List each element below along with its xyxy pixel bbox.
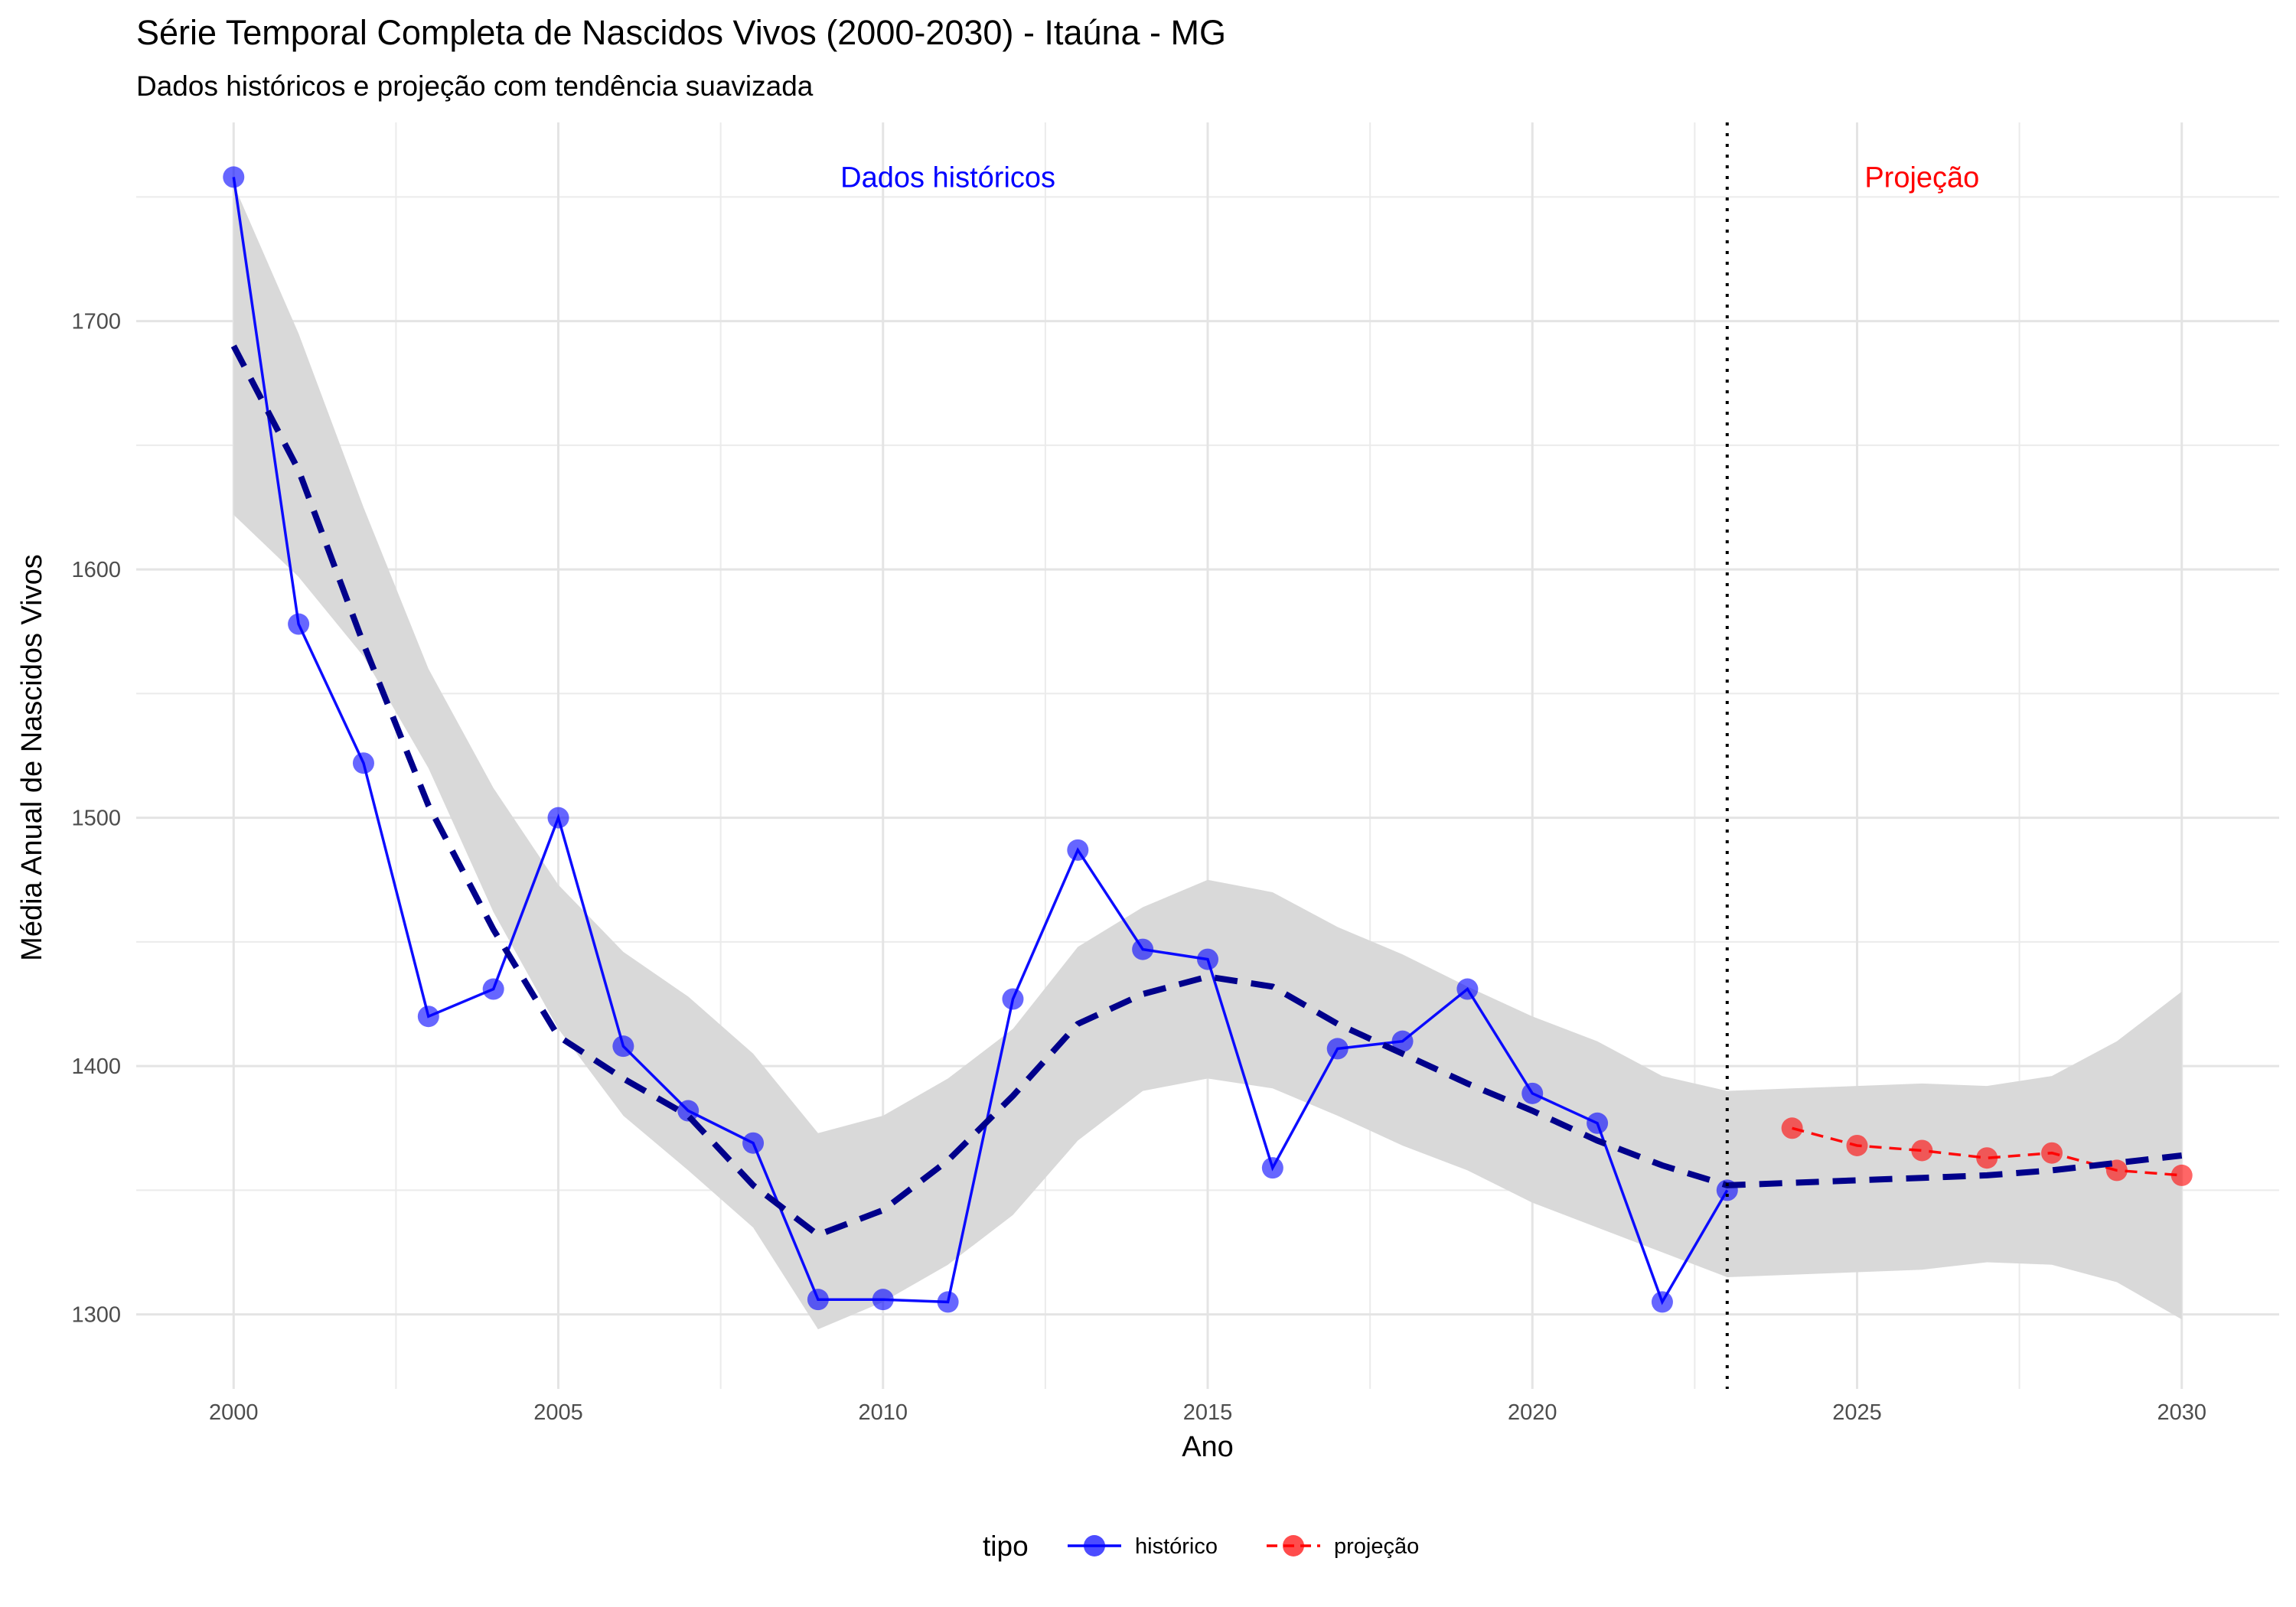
x-axis-ticks: 2000 2005 2010 2015 2020 2025 2030 — [209, 1400, 2206, 1425]
data-point-projecao — [1846, 1134, 1868, 1156]
legend: tipo histórico projeção — [983, 1530, 1419, 1562]
y-tick-label: 1300 — [71, 1303, 121, 1328]
data-point-historico — [677, 1100, 700, 1122]
legend-label: projeção — [1334, 1534, 1419, 1559]
data-point-historico — [1002, 988, 1024, 1010]
data-point-historico — [1197, 948, 1218, 970]
data-point-historico — [1067, 839, 1089, 861]
y-tick-label: 1400 — [71, 1054, 121, 1079]
x-tick-label: 2010 — [858, 1400, 908, 1425]
data-point-historico — [288, 613, 310, 635]
data-point-historico — [872, 1289, 894, 1311]
data-point-historico — [547, 807, 569, 829]
series-points — [223, 166, 2193, 1313]
x-tick-label: 2005 — [533, 1400, 583, 1425]
y-axis-ticks: 1300 1400 1500 1600 1700 — [71, 310, 121, 1328]
legend-title: tipo — [983, 1530, 1029, 1562]
data-point-historico — [937, 1291, 959, 1313]
x-tick-label: 2020 — [1508, 1400, 1557, 1425]
annotations: Dados históricos Projeção — [840, 161, 1979, 194]
annotation-label: Projeção — [1864, 161, 1979, 194]
data-point-historico — [1456, 978, 1479, 1000]
data-point-historico — [1132, 938, 1154, 960]
data-point-historico — [807, 1289, 829, 1311]
data-point-historico — [1651, 1291, 1673, 1313]
x-axis-title: Ano — [1182, 1431, 1234, 1463]
legend-key-point — [1084, 1535, 1105, 1556]
data-point-historico — [1521, 1082, 1544, 1104]
data-point-projecao — [1976, 1147, 1998, 1169]
data-point-historico — [612, 1035, 634, 1058]
data-point-historico — [417, 1006, 439, 1028]
y-tick-label: 1500 — [71, 807, 121, 831]
y-tick-label: 1700 — [71, 310, 121, 334]
series-line-historico — [232, 177, 1729, 1305]
data-point-historico — [482, 978, 504, 1000]
x-tick-label: 2000 — [209, 1400, 259, 1425]
confidence-band-area — [233, 184, 2182, 1330]
data-point-historico — [1587, 1112, 1609, 1134]
x-tick-label: 2025 — [1832, 1400, 1882, 1425]
y-tick-label: 1600 — [71, 558, 121, 582]
chart-title: Série Temporal Completa de Nascidos Vivo… — [136, 13, 1226, 52]
y-axis-title: Média Anual de Nascidos Vivos — [16, 554, 48, 961]
data-point-projecao — [2041, 1142, 2063, 1164]
data-point-historico — [1391, 1030, 1414, 1052]
x-tick-label: 2015 — [1183, 1400, 1233, 1425]
data-point-historico — [742, 1132, 765, 1154]
x-tick-label: 2030 — [2157, 1400, 2206, 1425]
data-point-projecao — [1911, 1139, 1933, 1162]
legend-label: histórico — [1135, 1534, 1218, 1559]
legend-key-point — [1283, 1535, 1304, 1556]
confidence-band — [233, 184, 2182, 1330]
data-point-historico — [352, 752, 374, 774]
data-point-projecao — [1781, 1117, 1803, 1139]
legend-items: histórico projeção — [1068, 1534, 1419, 1559]
data-point-historico — [1261, 1157, 1283, 1179]
data-point-historico — [223, 166, 245, 188]
data-point-historico — [1326, 1038, 1349, 1060]
data-point-projecao — [2170, 1164, 2193, 1186]
chart-subtitle: Dados históricos e projeção com tendênci… — [136, 70, 814, 102]
annotation-label: Dados históricos — [840, 161, 1055, 194]
